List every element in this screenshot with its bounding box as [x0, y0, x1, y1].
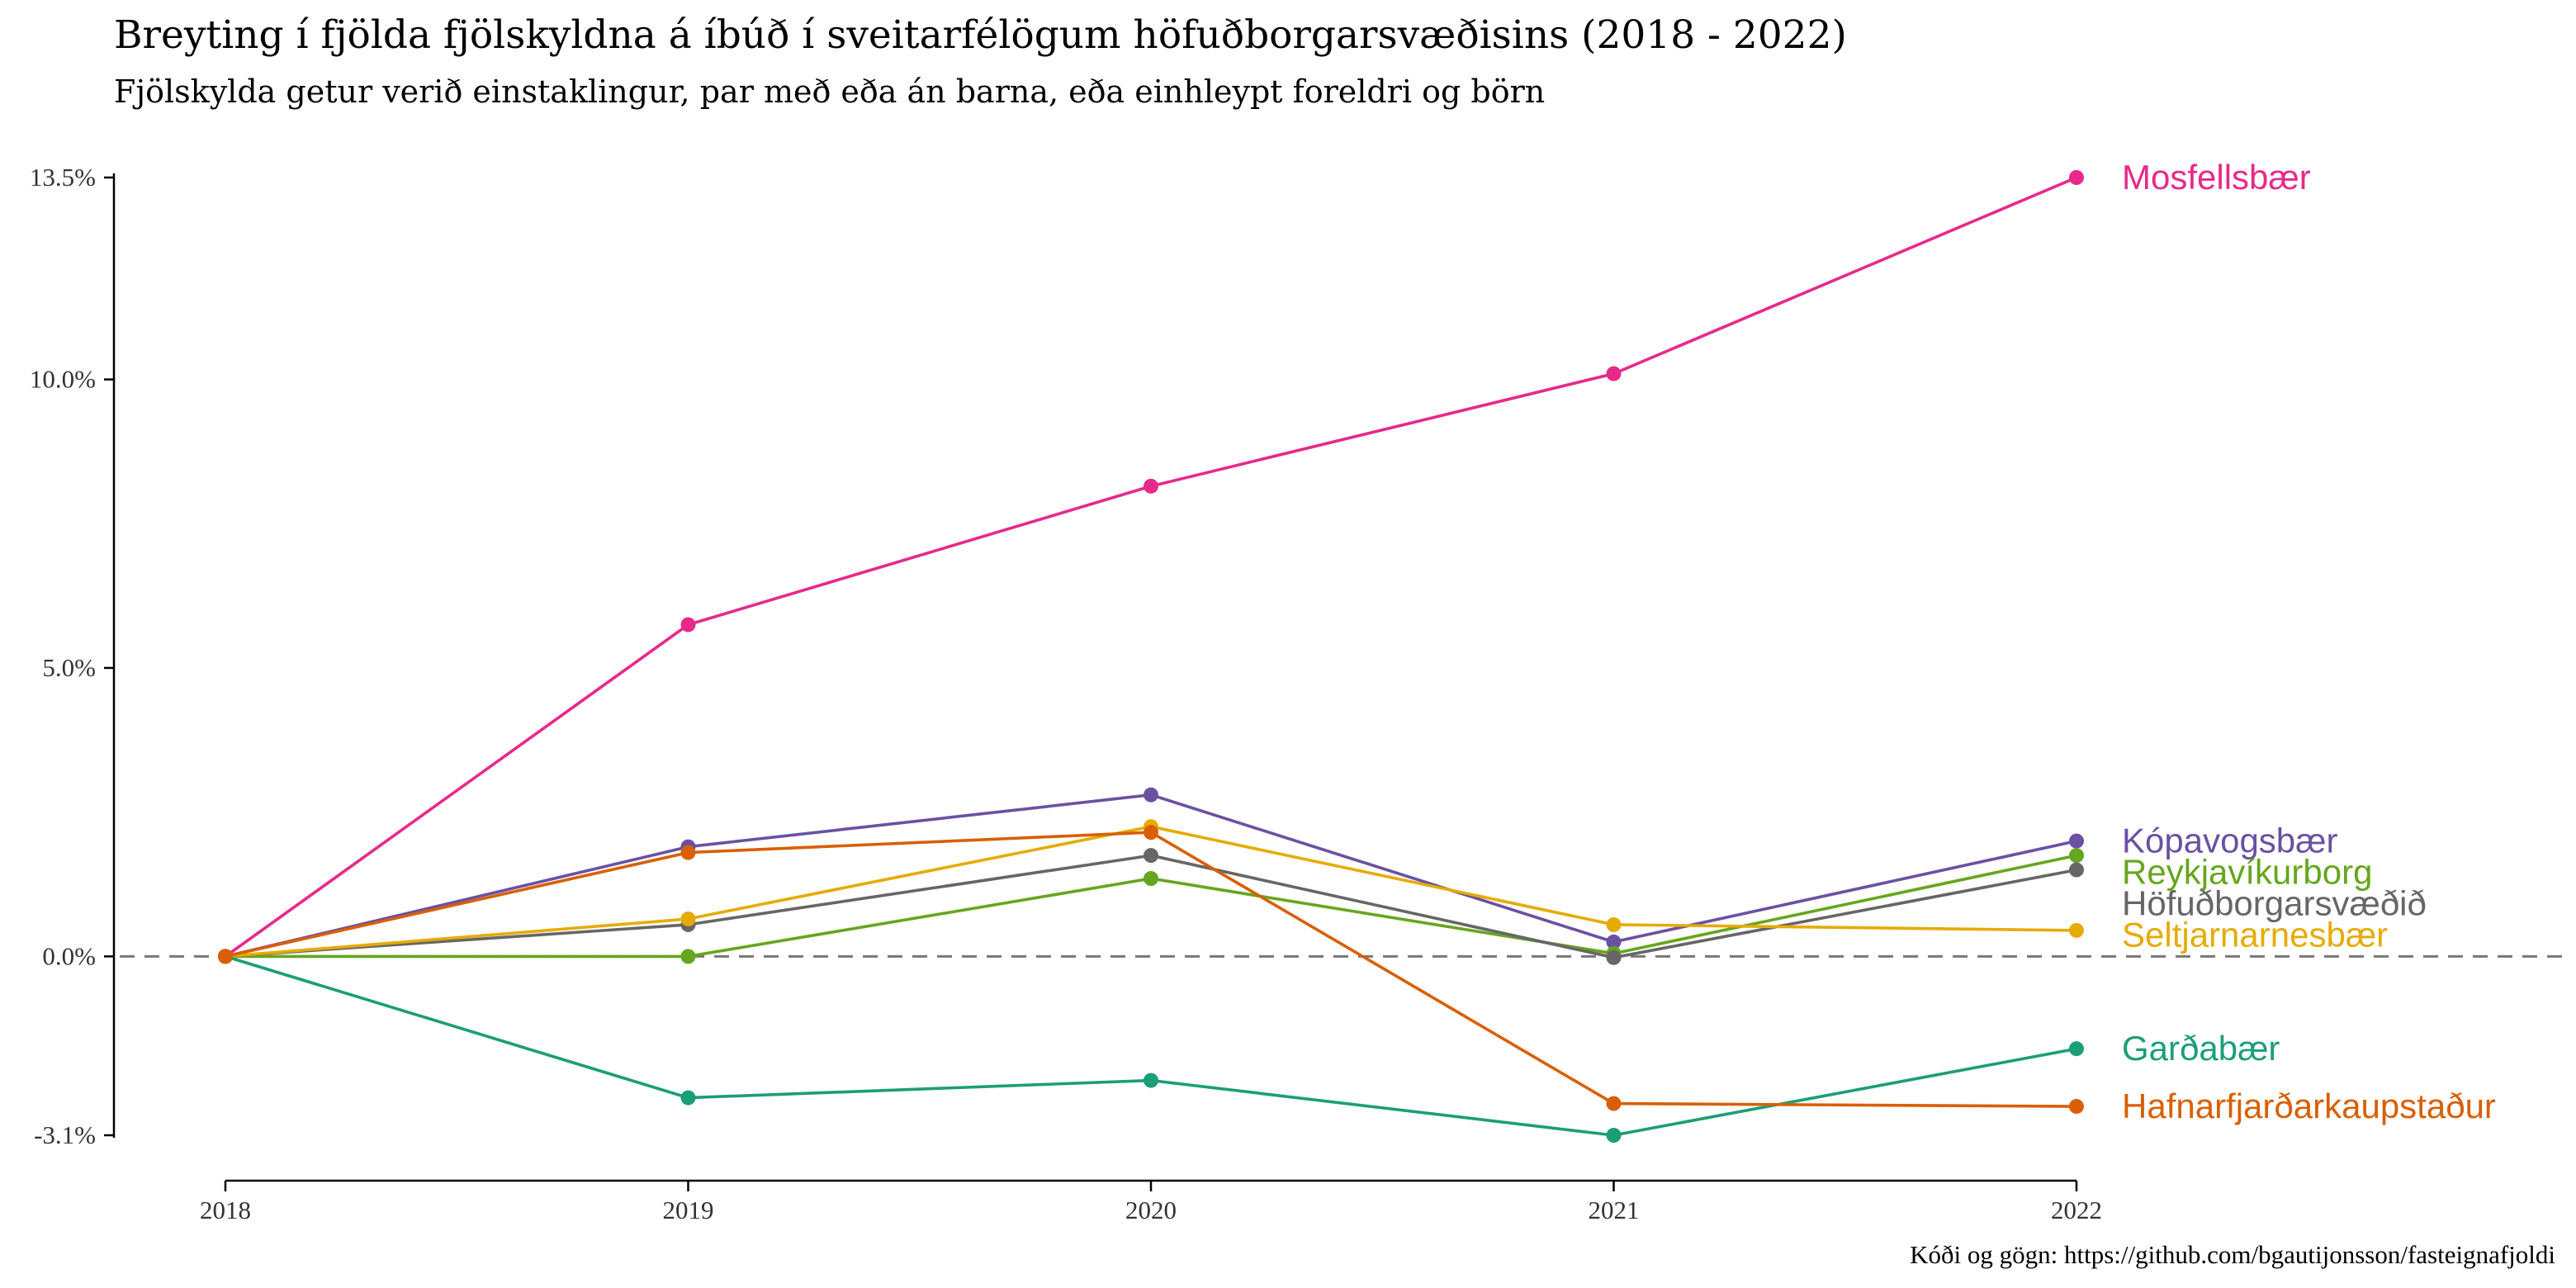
data-point: [1144, 478, 1158, 494]
data-point: [1606, 934, 1622, 949]
series-label: Höfuðborgarsvæðið: [2122, 884, 2427, 923]
data-point: [1144, 1073, 1158, 1088]
data-point: [1144, 787, 1158, 803]
data-point: [2069, 862, 2084, 878]
series-label: Seltjarnarnesbær: [2122, 916, 2388, 954]
x-tick-label: 2018: [200, 1196, 251, 1224]
data-point: [2069, 833, 2084, 849]
data-point: [1606, 1096, 1622, 1111]
series-line: [224, 854, 2078, 959]
series-Höfuðborgarsvæðið: [218, 848, 2084, 965]
data-point: [2069, 1099, 2084, 1115]
data-point: [1144, 871, 1158, 887]
data-point: [680, 845, 696, 860]
y-tick-label: 0.0%: [42, 941, 96, 970]
data-point: [1606, 366, 1622, 381]
x-tick-label: 2022: [2051, 1196, 2102, 1224]
x-tick-label: 2021: [1589, 1196, 1640, 1224]
series-Hafnarfjarðarkaupstaður: [218, 825, 2084, 1115]
data-point: [2069, 170, 2084, 185]
series-label: Hafnarfjarðarkaupstaður: [2122, 1087, 2496, 1125]
series-labels-group: Mosfellsbær KópavogsbærReykjavíkurborgHöf…: [2122, 158, 2496, 1125]
y-tick-label: 10.0%: [30, 365, 96, 394]
series-group: [218, 170, 2084, 1143]
x-tick-label: 2020: [1125, 1196, 1177, 1224]
data-point: [680, 949, 696, 964]
y-tick-label: 5.0%: [42, 653, 96, 682]
data-point: [1606, 1128, 1622, 1143]
series-label: Garðabær: [2122, 1029, 2280, 1068]
x-tick-label: 2019: [663, 1196, 714, 1224]
data-point: [1144, 825, 1158, 841]
axes: [112, 173, 2076, 1182]
data-point: [680, 911, 696, 926]
series-Reykjavíkurborg: [218, 848, 2084, 964]
y-tick-label: 13.5%: [30, 163, 96, 192]
data-point: [2069, 922, 2084, 938]
chart-subtitle: Fjölskylda getur verið einstaklingur, pa…: [114, 73, 1545, 110]
series-Garðabær: [218, 949, 2084, 1143]
chart-caption: Kóði og gögn: https://github.com/bgautij…: [1910, 1240, 2555, 1269]
data-point: [2069, 848, 2084, 864]
data-point: [680, 617, 696, 632]
series-label: Kópavogsbær: [2122, 822, 2338, 860]
series-line: [224, 854, 2078, 959]
series-Mosfellsbær: [218, 170, 2084, 964]
data-point: [218, 949, 233, 964]
y-axis-ticks: -3.1% 0.0% 5.0% 10.0% 13.5%: [30, 163, 114, 1149]
series-line: [224, 954, 2078, 1137]
chart-title: Breyting í fjölda fjölskyldna á íbúð í s…: [114, 12, 1847, 58]
data-point: [1144, 848, 1158, 864]
y-tick-label: -3.1%: [34, 1120, 96, 1149]
x-axis-ticks: 2018 2019 2020 2021 2022: [200, 1181, 2102, 1224]
series-label: Mosfellsbær: [2122, 158, 2311, 197]
data-point: [2069, 1041, 2084, 1057]
data-point: [1606, 949, 1622, 965]
series-label: Reykjavíkurborg: [2122, 853, 2372, 892]
data-point: [1606, 916, 1622, 932]
data-point: [680, 1090, 696, 1106]
